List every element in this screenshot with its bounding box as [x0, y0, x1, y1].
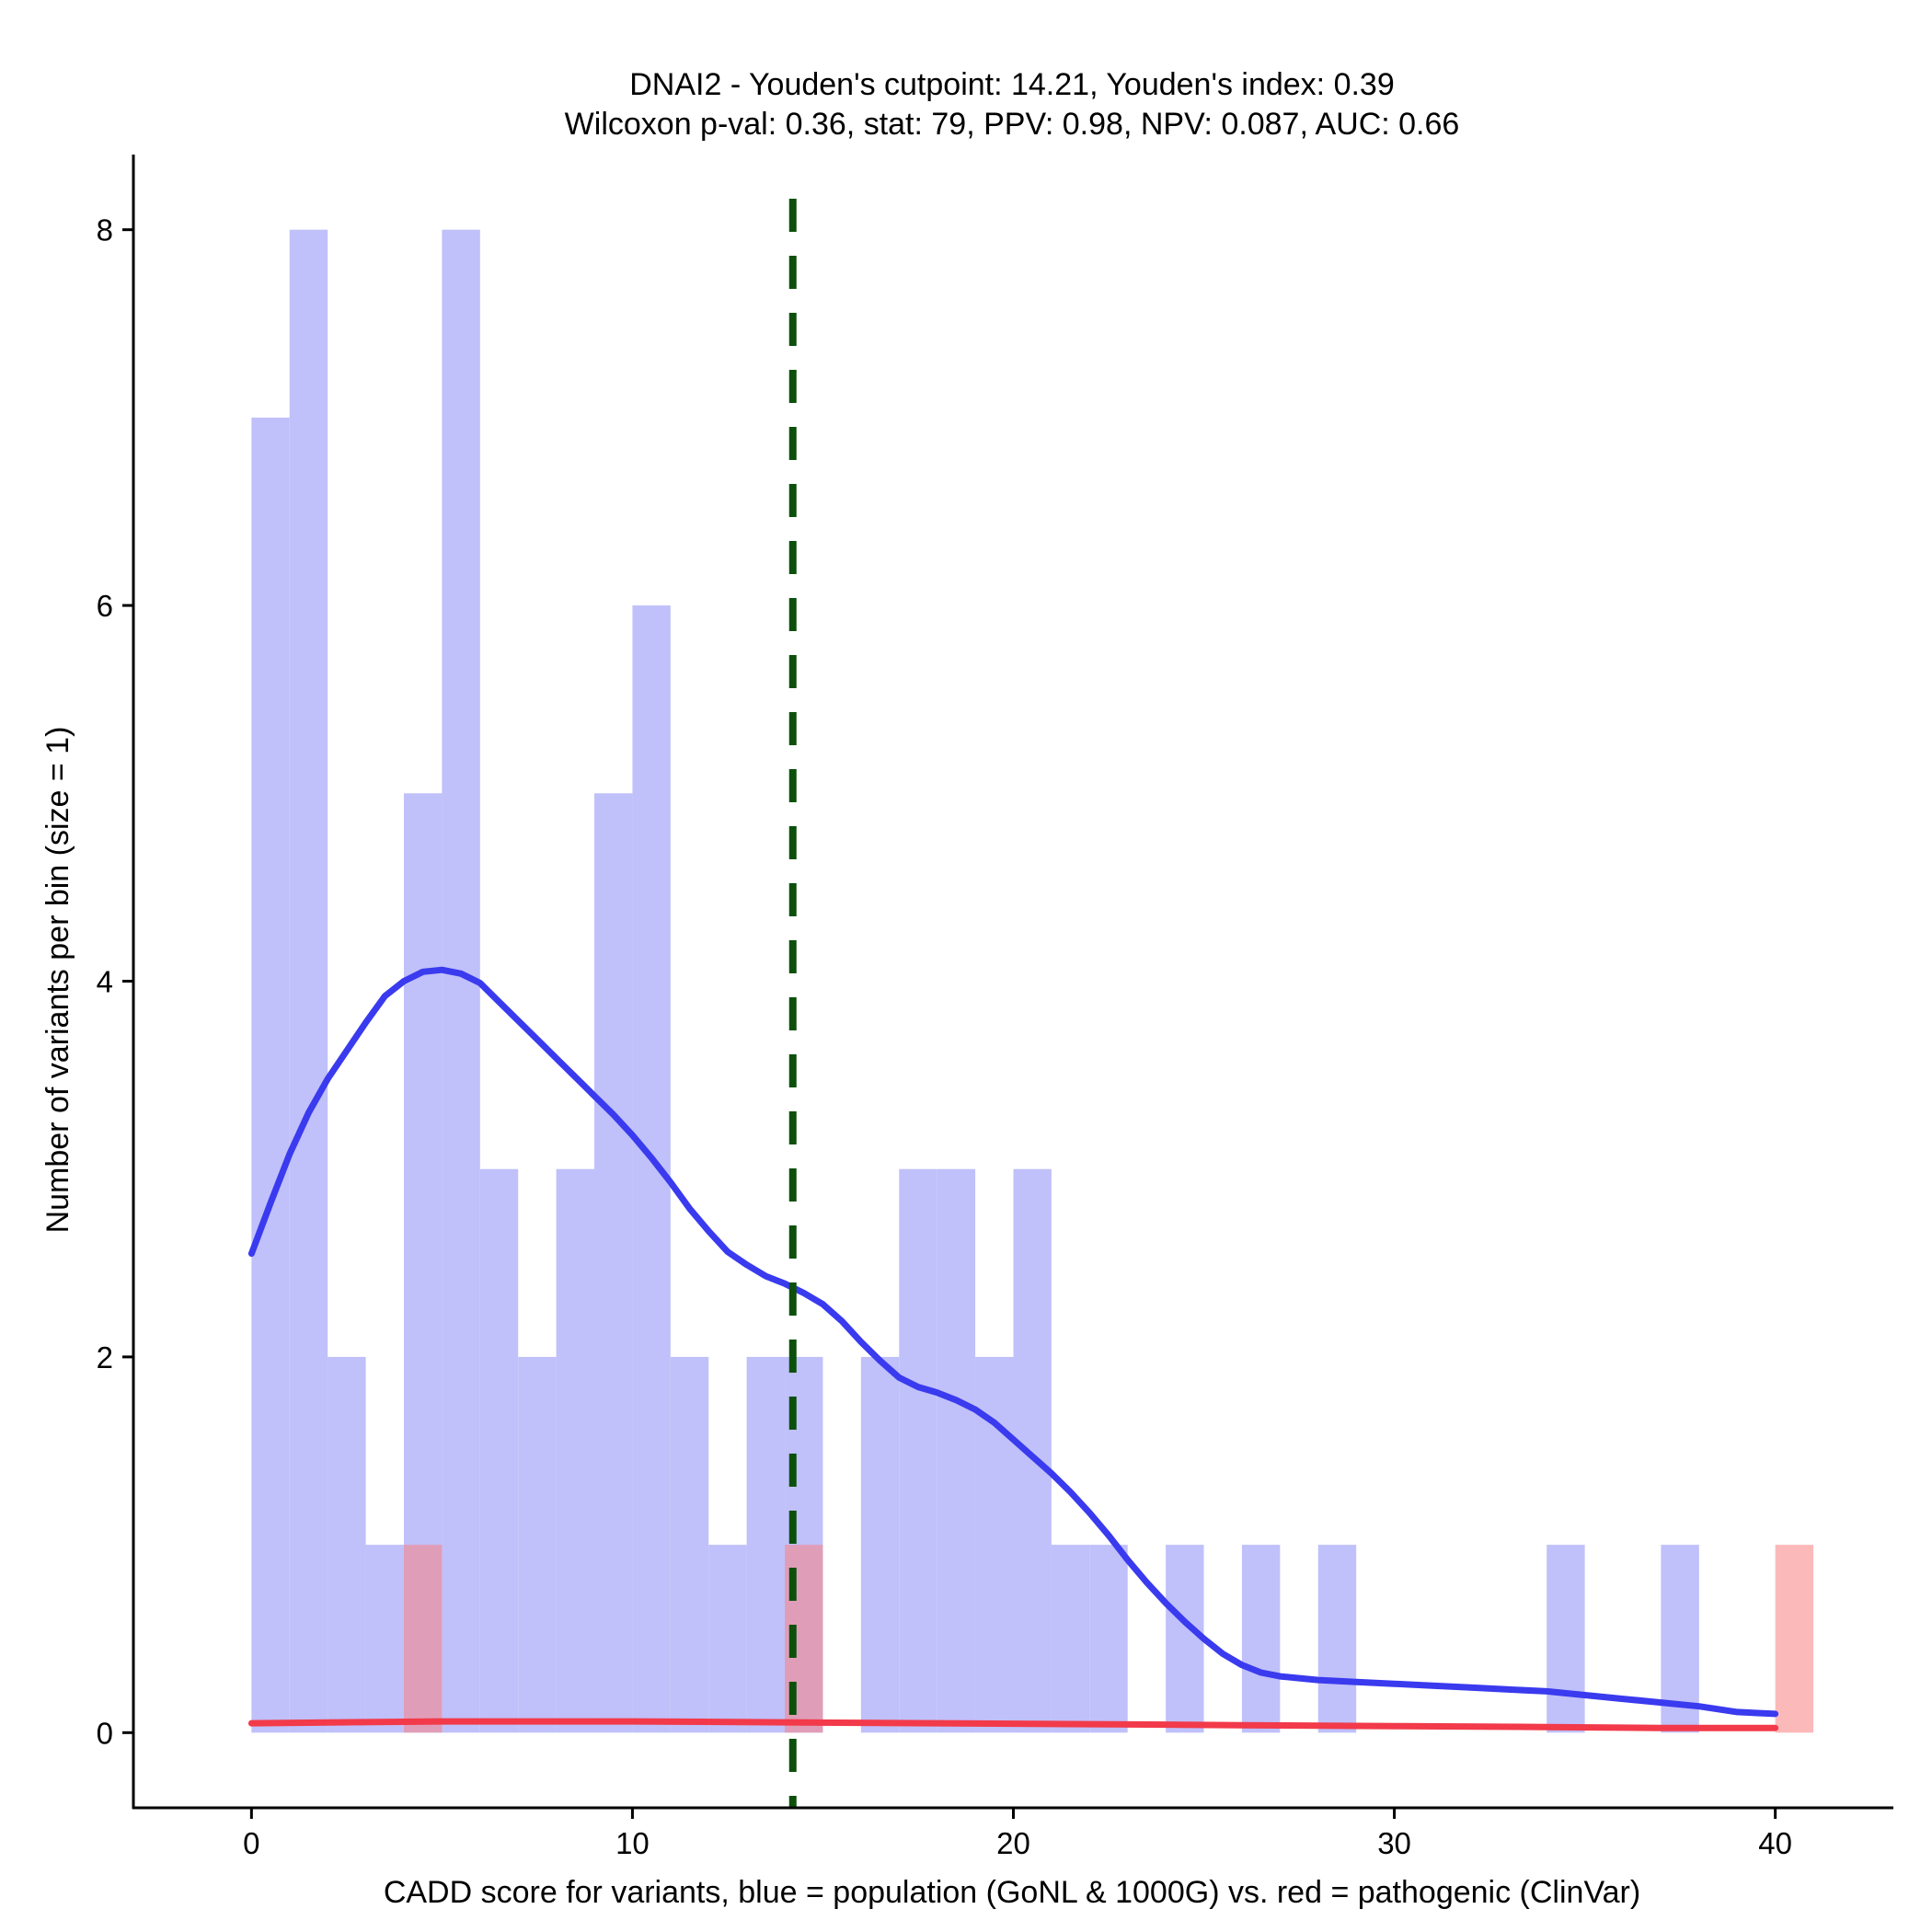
population-bar	[556, 1168, 595, 1733]
x-tick-label: 40	[1758, 1826, 1792, 1860]
population-bar	[670, 1356, 709, 1733]
population-bar	[1089, 1545, 1128, 1733]
population-bar	[632, 605, 671, 1733]
population-bar	[860, 1356, 900, 1733]
population-density-line	[247, 966, 1779, 1718]
population-bar	[1051, 1545, 1090, 1733]
population-bar	[708, 1545, 747, 1733]
population-bar	[479, 1168, 519, 1733]
pathogenic-bar	[1775, 1545, 1814, 1733]
population-bar	[1547, 1545, 1585, 1733]
y-tick-label: 2	[97, 1340, 113, 1374]
population-bar	[289, 229, 328, 1733]
density-curves	[247, 966, 1779, 1731]
population-bar	[746, 1356, 786, 1733]
x-tick-label: 20	[996, 1826, 1030, 1860]
population-bar	[594, 793, 633, 1733]
y-tick-label: 0	[97, 1716, 113, 1750]
x-tick-label: 30	[1377, 1826, 1411, 1860]
chart-title-line-2: Wilcoxon p-val: 0.36, stat: 79, PPV: 0.9…	[565, 107, 1460, 142]
axes: 0 10 20 30 40 0 2 4 6 8	[97, 155, 1893, 1860]
population-bar	[1166, 1545, 1204, 1733]
population-bar	[899, 1168, 937, 1733]
pathogenic-bar	[403, 1545, 443, 1733]
population-bar	[1241, 1545, 1281, 1733]
population-bar	[937, 1168, 976, 1733]
y-axis-label: Number of variants per bin (size = 1)	[40, 727, 75, 1234]
chart-title-line-1: DNAI2 - Youden's cutpoint: 14.21, Youden…	[629, 67, 1395, 102]
y-tick-label: 8	[97, 213, 113, 247]
y-tick-label: 6	[97, 589, 113, 623]
population-bar	[518, 1356, 557, 1733]
population-bars	[251, 229, 1699, 1733]
population-bar	[1013, 1168, 1052, 1733]
population-bar	[1317, 1545, 1357, 1733]
y-tick-label: 4	[97, 965, 113, 999]
x-tick-label: 10	[615, 1826, 650, 1860]
pathogenic-density-line	[247, 1718, 1779, 1731]
population-bar	[251, 417, 290, 1733]
population-bar	[365, 1545, 404, 1733]
x-axis-label: CADD score for variants, blue = populati…	[384, 1875, 1640, 1910]
x-tick-label: 0	[243, 1826, 259, 1860]
population-bar	[328, 1356, 366, 1733]
